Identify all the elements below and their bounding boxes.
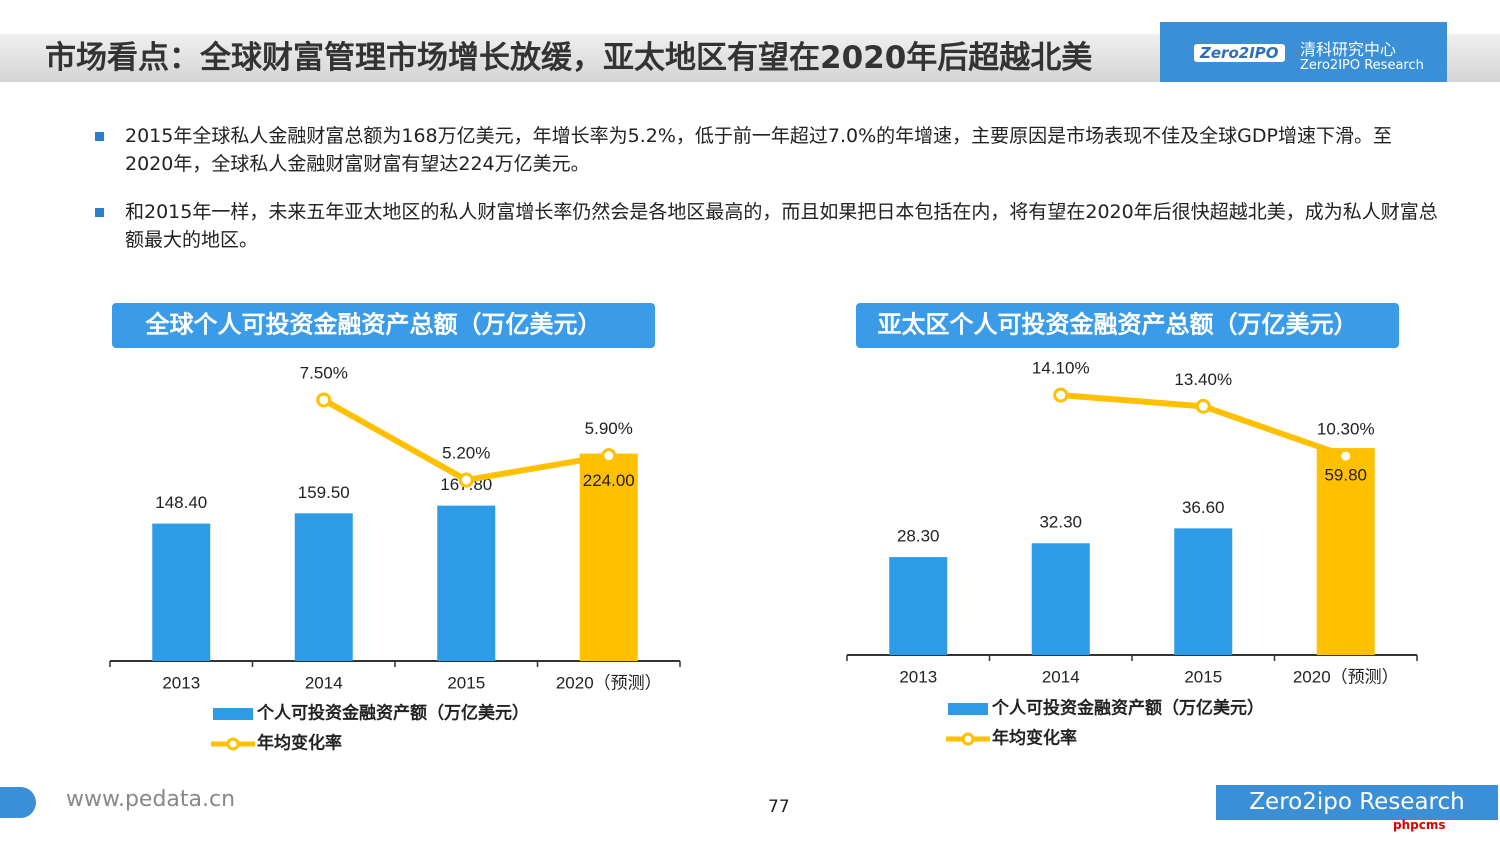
bullet: 2015年全球私人金融财富总额为168万亿美元，年增长率为5.2%，低于前一年超… bbox=[95, 122, 1440, 178]
footer-dot bbox=[0, 787, 36, 818]
legend-label: 个人可投资金融资产额（万亿美元） bbox=[991, 697, 1264, 717]
bar-value-label: 148.40 bbox=[155, 493, 207, 512]
chart-title: 亚太区个人可投资金融资产总额（万亿美元） bbox=[878, 310, 1358, 338]
slide-title: 市场看点：全球财富管理市场增长放缓，亚太地区有望在2020年后超越北美 bbox=[45, 40, 1093, 76]
footer-brand: Zero2ipo Research bbox=[1216, 785, 1498, 820]
bullet-list: 2015年全球私人金融财富总额为168万亿美元，年增长率为5.2%，低于前一年超… bbox=[95, 122, 1440, 274]
x-tick-label: 2015 bbox=[447, 673, 485, 692]
legend-marker bbox=[961, 732, 975, 746]
bullet: 和2015年一样，未来五年亚太地区的私人财富增长率仍然会是各地区最高的，而且如果… bbox=[95, 198, 1440, 254]
bar bbox=[294, 513, 353, 661]
line-marker bbox=[1195, 398, 1211, 414]
x-tick-label: 2015 bbox=[1184, 667, 1222, 686]
line bbox=[322, 397, 610, 484]
x-tick-label: 2013 bbox=[899, 667, 937, 686]
legend-label: 年均变化率 bbox=[992, 727, 1077, 747]
bar-value-label: 159.50 bbox=[298, 483, 350, 502]
page-number: 77 bbox=[768, 797, 790, 817]
bar-value-label: 32.30 bbox=[1039, 513, 1082, 532]
line-value-label: 5.90% bbox=[585, 419, 633, 438]
logo-mark: Zero2IPO bbox=[1194, 44, 1285, 62]
watermark: phpcms bbox=[1393, 818, 1446, 832]
line-value-label: 7.50% bbox=[300, 363, 348, 382]
line-value-label: 10.30% bbox=[1317, 420, 1375, 439]
x-tick-label: 2014 bbox=[1042, 667, 1080, 686]
x-tick-label: 2014 bbox=[305, 673, 343, 692]
line-value-label: 5.20% bbox=[442, 444, 490, 463]
logo-en: Zero2IPO Research bbox=[1300, 58, 1424, 73]
line-value-label: 14.10% bbox=[1032, 359, 1090, 378]
legend-label: 个人可投资金融资产额（万亿美元） bbox=[256, 702, 529, 722]
legend-swatch bbox=[948, 703, 988, 715]
bar-value-label: 224.00 bbox=[583, 471, 635, 490]
line-marker bbox=[601, 448, 617, 464]
bar bbox=[152, 523, 211, 661]
bar-value-label: 36.60 bbox=[1182, 498, 1225, 517]
bar bbox=[1031, 543, 1090, 655]
line-marker bbox=[1338, 448, 1354, 464]
logo: Zero2IPO 清科研究中心 Zero2IPO Research bbox=[1160, 22, 1447, 82]
footer-site: www.pedata.cn bbox=[66, 787, 236, 812]
bar bbox=[437, 505, 496, 661]
line-marker bbox=[316, 392, 332, 408]
bar bbox=[579, 453, 638, 661]
x-tick-label: 2020（预测） bbox=[1293, 667, 1399, 686]
bar bbox=[889, 557, 948, 655]
line-marker bbox=[458, 472, 474, 488]
bar bbox=[1174, 528, 1233, 655]
legend-swatch bbox=[213, 708, 253, 720]
logo-cn: 清科研究中心 bbox=[1300, 40, 1397, 59]
legend-label: 年均变化率 bbox=[257, 732, 342, 752]
bar bbox=[1316, 448, 1375, 655]
chart-title: 全球个人可投资金融资产总额（万亿美元） bbox=[145, 310, 602, 338]
bar-value-label: 59.80 bbox=[1324, 466, 1367, 485]
line-marker bbox=[1053, 387, 1069, 403]
line-value-label: 13.40% bbox=[1174, 370, 1232, 389]
x-tick-label: 2020（预测） bbox=[556, 673, 662, 692]
legend-marker bbox=[226, 737, 240, 751]
bar-value-label: 28.30 bbox=[897, 527, 940, 546]
x-tick-label: 2013 bbox=[162, 673, 200, 692]
chart-title-box bbox=[112, 303, 655, 348]
chart-title-box bbox=[856, 303, 1399, 348]
